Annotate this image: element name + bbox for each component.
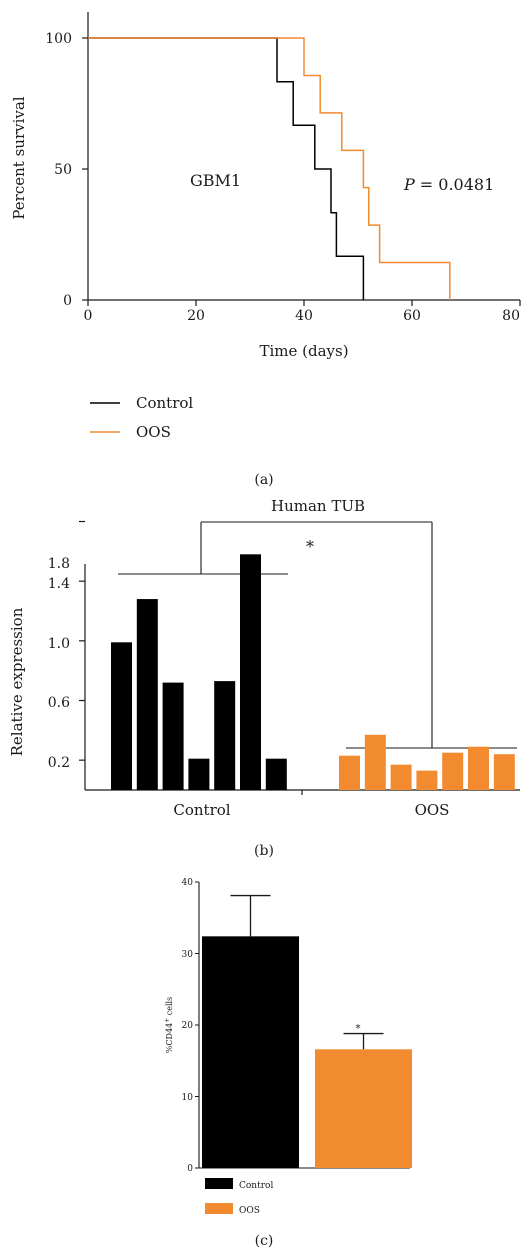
panel-b-y-axis-label: Relative expression [8, 607, 26, 756]
bar-control [188, 758, 210, 790]
panel-a-y-tick-label: 50 [54, 162, 72, 178]
panel-c-y-tick-label: 0 [187, 1164, 193, 1174]
panel-c-y-label-tail: cells [165, 997, 174, 1018]
survival-curve-oos [88, 37, 451, 300]
panel-a-p-symbol: P [403, 175, 415, 194]
bar-control [136, 599, 158, 790]
panel-a-p-value: P = 0.0481 [403, 175, 494, 194]
panel-c-y-tick-label: 30 [182, 950, 194, 960]
panel-c-significance-star: * [356, 1024, 361, 1035]
bar-control [265, 758, 287, 790]
bar-oos [468, 746, 489, 790]
bar-oos [339, 755, 360, 790]
panel-c-legend-swatch-control [205, 1178, 233, 1189]
legend-label-oos: OOS [136, 423, 171, 441]
panel-a-x-axis-label: Time (days) [259, 342, 348, 360]
bar-oos [493, 754, 515, 790]
panel-c-y-tick-label: 40 [182, 878, 194, 888]
panel-b-bar-chart: Human TUB * 0.2 0.6 1.0 1.4 1.8 Relative… [8, 497, 520, 859]
panel-b-y-tick-label: 1.0 [48, 636, 70, 652]
panel-a-group-label: GBM1 [190, 171, 241, 190]
legend-label-control: Control [136, 394, 193, 412]
bar-control [214, 681, 236, 790]
panel-c-y-axis-label: %CD44+ cells [164, 997, 174, 1053]
panel-c-legend: Control OOS [205, 1178, 273, 1216]
panel-c-legend-label-oos: OOS [239, 1206, 260, 1216]
panel-a-x-tick-label: 80 [502, 308, 520, 324]
panel-b-group-label-oos: OOS [415, 801, 450, 819]
panel-b-ticks [79, 520, 303, 795]
panel-a-x-tick-label: 20 [187, 308, 205, 324]
panel-c-y-label-sup: + [164, 1018, 171, 1023]
bar-oos [390, 764, 412, 790]
panel-a-x-tick-label: 0 [84, 308, 93, 324]
panel-a-y-tick-label: 100 [45, 31, 72, 47]
panel-c-bars [202, 894, 412, 1168]
panel-b-y-tick-label: 0.6 [48, 695, 70, 711]
panel-b-significance-star: * [306, 537, 314, 556]
panel-a-y-axis-label: Percent survival [10, 96, 28, 219]
panel-a-curves [88, 37, 451, 300]
panel-a-ticks [82, 37, 521, 306]
panel-b-title: Human TUB [271, 497, 365, 515]
bar-control [111, 642, 132, 790]
bar-control [202, 936, 299, 1168]
panel-b-caption: (b) [254, 843, 274, 859]
panel-c-bar-chart: 0 10 20 30 40 %CD44+ cells * Control OOS… [164, 878, 412, 1249]
bar-oos [416, 770, 438, 790]
panel-c-legend-label-control: Control [239, 1181, 273, 1191]
panel-c-caption: (c) [255, 1233, 274, 1249]
bar-oos [315, 1049, 412, 1168]
panel-a-p-number: = 0.0481 [420, 175, 494, 194]
panel-a-caption: (a) [254, 472, 273, 488]
panel-b-y-tick-label: 1.4 [48, 576, 70, 592]
panel-a-y-tick-label: 0 [63, 293, 72, 309]
panel-c-y-label-main: %CD44 [165, 1023, 174, 1053]
panel-b-y-tick-label: 1.8 [48, 556, 70, 572]
panel-c-y-tick-label: 10 [182, 1093, 194, 1103]
panel-a-legend: Control OOS [90, 394, 193, 441]
bar-oos [442, 752, 464, 790]
panel-a-survival-chart: 0 20 40 60 80 0 50 100 Time (days) Perce… [10, 12, 521, 488]
panel-c-legend-swatch-oos [205, 1203, 233, 1214]
panel-b-group-label-control: Control [173, 801, 230, 819]
bar-control [240, 554, 261, 790]
panel-b-y-tick-label: 0.2 [48, 755, 70, 771]
survival-curve-control [88, 37, 365, 300]
panel-c-y-tick-label: 20 [182, 1021, 194, 1031]
bar-control [162, 682, 184, 790]
panel-a-x-tick-label: 40 [295, 308, 313, 324]
panel-c-ticks [195, 881, 199, 1169]
panel-b-bars [111, 554, 515, 790]
bar-oos [364, 734, 386, 790]
panel-a-x-tick-label: 60 [403, 308, 421, 324]
